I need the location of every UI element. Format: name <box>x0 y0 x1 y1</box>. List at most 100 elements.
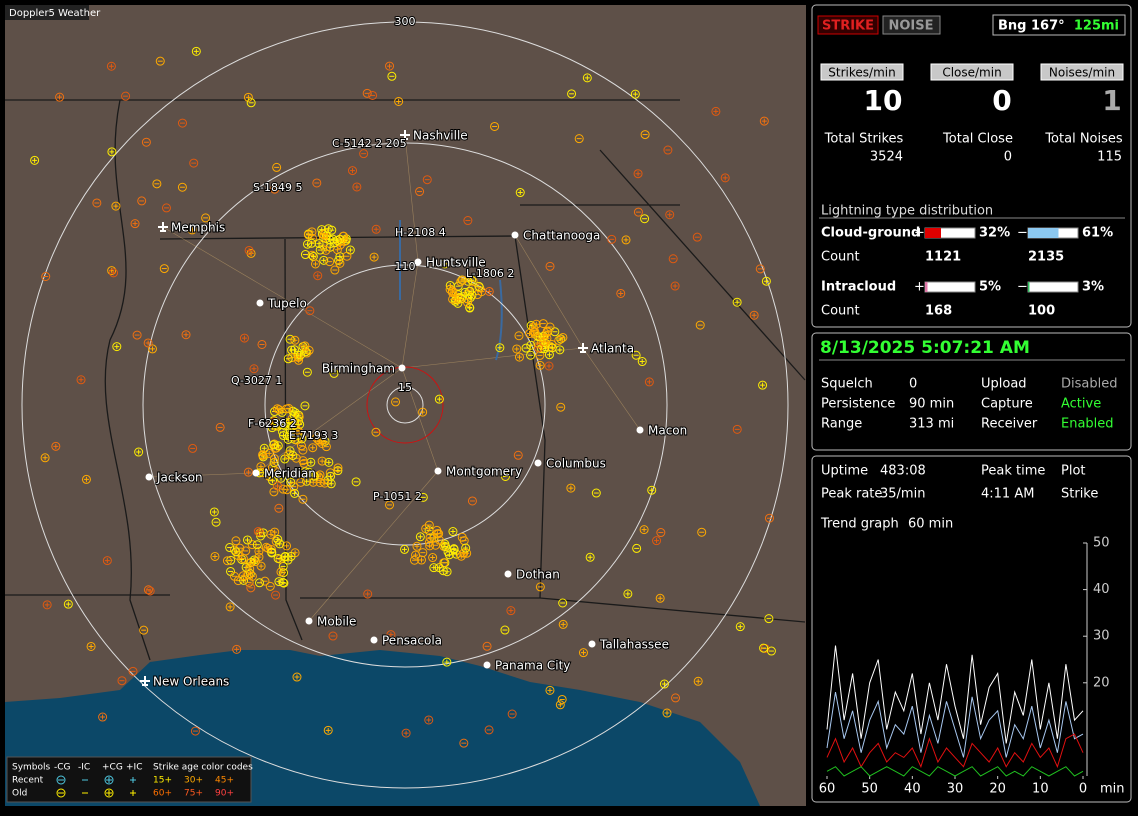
trend-window: 60 min <box>908 517 953 532</box>
strike <box>243 467 253 477</box>
strike <box>513 450 523 460</box>
legend-symbol <box>56 788 66 798</box>
legend-type: -CG <box>54 763 71 773</box>
river <box>399 220 503 361</box>
strike-sign <box>310 254 316 260</box>
strike <box>462 548 472 558</box>
strike <box>243 92 253 102</box>
strike <box>749 310 759 320</box>
strike <box>266 529 276 539</box>
stat-text: Peak time <box>981 464 1045 479</box>
strike-sign <box>508 608 514 614</box>
strike <box>692 232 702 242</box>
strike <box>633 207 643 217</box>
strike <box>616 288 626 298</box>
dist-bar-bg <box>1027 281 1079 293</box>
strike <box>81 474 91 484</box>
legend-type: +IC <box>126 763 142 773</box>
strike-sign <box>249 573 255 579</box>
strike <box>514 352 524 362</box>
strike <box>720 173 730 183</box>
strike <box>544 361 554 371</box>
strike-sign <box>290 453 296 459</box>
legend-age: 60+ <box>153 789 172 799</box>
strike <box>324 457 334 467</box>
strike <box>246 98 256 108</box>
strike <box>272 404 282 414</box>
strike-sign <box>695 678 701 684</box>
strike-sign <box>455 296 461 302</box>
strike <box>298 494 308 504</box>
strike <box>507 709 517 719</box>
strike-sign <box>430 555 436 561</box>
x-tick-label: 10 <box>1032 782 1049 797</box>
stat-text: 483:08 <box>880 464 926 479</box>
noise-button[interactable]: NOISE <box>888 19 933 34</box>
strike-sign <box>661 681 667 687</box>
strike <box>359 149 369 159</box>
strike <box>514 331 524 341</box>
airport-icon <box>578 343 588 353</box>
strike-sign <box>557 702 563 708</box>
strike-sign <box>514 346 520 352</box>
strike <box>530 329 540 339</box>
dist-bar <box>925 228 941 238</box>
ring-label: 300 <box>395 15 416 28</box>
strike-sign <box>244 537 250 543</box>
strike-sign <box>234 646 240 652</box>
strike <box>239 333 249 343</box>
strikes <box>30 46 776 748</box>
strike <box>230 571 240 581</box>
strike-sign <box>275 443 281 449</box>
strike <box>759 643 769 653</box>
strike-sign <box>325 727 331 733</box>
strike-sign <box>451 546 457 552</box>
strike-sign <box>32 157 38 163</box>
strike <box>449 545 459 555</box>
strike <box>299 458 309 468</box>
strike-sign <box>325 226 331 232</box>
strike-sign <box>245 94 251 100</box>
strike-sign <box>365 591 371 597</box>
strike <box>311 433 321 443</box>
strike-sign <box>469 292 475 298</box>
strike-sign <box>306 469 312 475</box>
strike <box>282 541 292 551</box>
strike-sign <box>458 553 464 559</box>
city-dot <box>534 459 542 467</box>
strike <box>273 441 283 451</box>
strike-sign <box>584 75 590 81</box>
strike <box>143 585 153 595</box>
strike-sign <box>328 481 334 487</box>
strike <box>582 73 592 83</box>
strike <box>330 265 340 275</box>
strike-sign <box>641 527 647 533</box>
strike-button[interactable]: STRIKE <box>822 19 874 34</box>
trend-line <box>826 766 1084 777</box>
strike-sign <box>419 557 425 563</box>
strike-sign <box>310 445 316 451</box>
legend-text: Recent <box>12 776 44 786</box>
borders <box>5 99 806 661</box>
strike <box>269 417 279 427</box>
total-value: 3524 <box>870 150 903 165</box>
status-text: Capture <box>981 397 1033 412</box>
strike <box>434 394 444 404</box>
strike <box>295 350 305 360</box>
strike <box>130 219 140 229</box>
city-label: Macon <box>648 424 687 438</box>
strike-sign <box>275 483 281 489</box>
strike <box>278 561 288 571</box>
strike <box>428 553 438 563</box>
city-label: Pensacola <box>382 634 442 648</box>
strike <box>246 557 256 567</box>
strike <box>524 329 534 339</box>
strike-sign <box>444 659 450 665</box>
strike <box>256 531 266 541</box>
strike <box>325 257 335 267</box>
strike <box>269 440 279 450</box>
rate-value: 1 <box>1102 84 1121 117</box>
trend-line <box>826 645 1084 744</box>
strike-sign <box>270 478 276 484</box>
rate-value: 0 <box>992 84 1011 117</box>
